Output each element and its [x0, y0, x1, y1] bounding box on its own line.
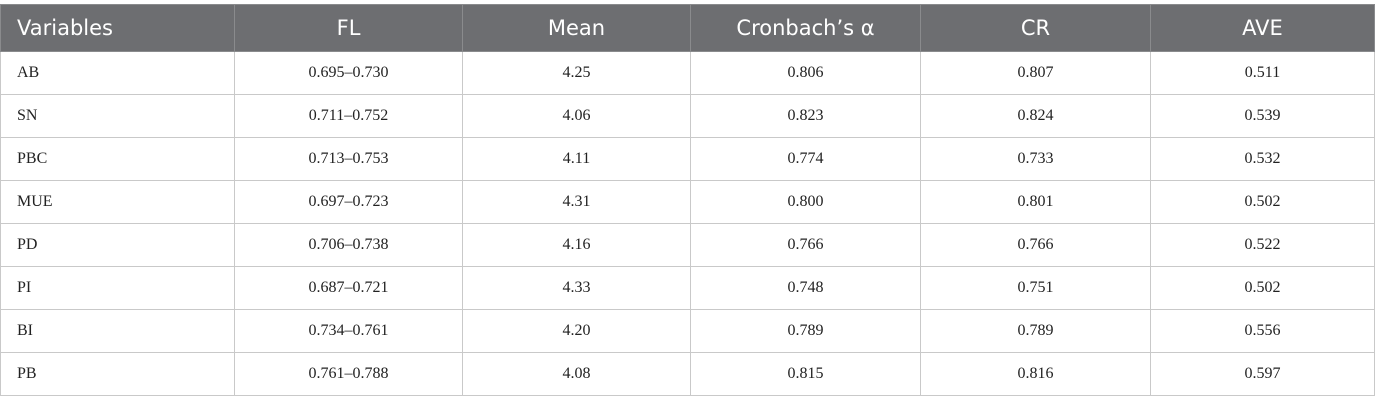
value-cell: 0.751 — [920, 266, 1151, 310]
table-row: SN 0.711–0.752 4.06 0.823 0.824 0.539 — [0, 94, 1375, 138]
table-row: PB 0.761–0.788 4.08 0.815 0.816 0.597 — [0, 352, 1375, 396]
value-cell: 0.502 — [1150, 266, 1375, 310]
header-cell: Mean — [462, 4, 691, 52]
value-cell: 0.706–0.738 — [234, 223, 463, 267]
value-cell: 0.766 — [920, 223, 1151, 267]
data-table: Variables FL Mean Cronbach’s α CR AVE AB 0.695… — [0, 4, 1375, 396]
value-cell: 0.823 — [690, 94, 921, 138]
value-cell: 0.774 — [690, 137, 921, 181]
value-cell: 0.806 — [690, 51, 921, 95]
value-cell: 0.807 — [920, 51, 1151, 95]
value-cell: 4.11 — [462, 137, 691, 181]
value-cell: 0.532 — [1150, 137, 1375, 181]
value-cell: 0.789 — [690, 309, 921, 353]
value-cell: 4.06 — [462, 94, 691, 138]
header-cell: FL — [234, 4, 463, 52]
value-cell: 4.33 — [462, 266, 691, 310]
variable-cell: PI — [0, 266, 235, 310]
variable-cell: SN — [0, 94, 235, 138]
value-cell: 0.522 — [1150, 223, 1375, 267]
value-cell: 0.697–0.723 — [234, 180, 463, 224]
table-header: Variables FL Mean Cronbach’s α CR AVE — [0, 4, 1375, 52]
table-row: MUE 0.697–0.723 4.31 0.800 0.801 0.502 — [0, 180, 1375, 224]
value-cell: 0.733 — [920, 137, 1151, 181]
header-cell: Variables — [0, 4, 235, 52]
value-cell: 0.761–0.788 — [234, 352, 463, 396]
table-row: AB 0.695–0.730 4.25 0.806 0.807 0.511 — [0, 51, 1375, 95]
value-cell: 0.597 — [1150, 352, 1375, 396]
value-cell: 0.801 — [920, 180, 1151, 224]
value-cell: 0.789 — [920, 309, 1151, 353]
table-row: PBC 0.713–0.753 4.11 0.774 0.733 0.532 — [0, 137, 1375, 181]
header-cell: Cronbach’s α — [690, 4, 921, 52]
value-cell: 4.08 — [462, 352, 691, 396]
value-cell: 0.734–0.761 — [234, 309, 463, 353]
page: {"table": { "header": ["Variables", "FL"… — [0, 4, 1375, 405]
value-cell: 0.711–0.752 — [234, 94, 463, 138]
header-cell: AVE — [1150, 4, 1375, 52]
value-cell: 4.16 — [462, 223, 691, 267]
value-cell: 0.748 — [690, 266, 921, 310]
value-cell: 0.687–0.721 — [234, 266, 463, 310]
value-cell: 0.511 — [1150, 51, 1375, 95]
value-cell: 0.502 — [1150, 180, 1375, 224]
variable-cell: MUE — [0, 180, 235, 224]
table-body: AB 0.695–0.730 4.25 0.806 0.807 0.511 SN 0.711–… — [0, 51, 1375, 396]
value-cell: 0.713–0.753 — [234, 137, 463, 181]
table-row: PD 0.706–0.738 4.16 0.766 0.766 0.522 — [0, 223, 1375, 267]
header-cell: CR — [920, 4, 1151, 52]
value-cell: 4.20 — [462, 309, 691, 353]
value-cell: 4.31 — [462, 180, 691, 224]
value-cell: 0.539 — [1150, 94, 1375, 138]
value-cell: 0.800 — [690, 180, 921, 224]
variable-cell: PB — [0, 352, 235, 396]
variable-cell: BI — [0, 309, 235, 353]
table-row: PI 0.687–0.721 4.33 0.748 0.751 0.502 — [0, 266, 1375, 310]
variable-cell: PBC — [0, 137, 235, 181]
header-row: Variables FL Mean Cronbach’s α CR AVE — [0, 4, 1375, 52]
variable-cell: AB — [0, 51, 235, 95]
value-cell: 0.695–0.730 — [234, 51, 463, 95]
value-cell: 0.816 — [920, 352, 1151, 396]
value-cell: 0.766 — [690, 223, 921, 267]
table-row: BI 0.734–0.761 4.20 0.789 0.789 0.556 — [0, 309, 1375, 353]
variable-cell: PD — [0, 223, 235, 267]
value-cell: 0.824 — [920, 94, 1151, 138]
value-cell: 4.25 — [462, 51, 691, 95]
value-cell: 0.556 — [1150, 309, 1375, 353]
value-cell: 0.815 — [690, 352, 921, 396]
